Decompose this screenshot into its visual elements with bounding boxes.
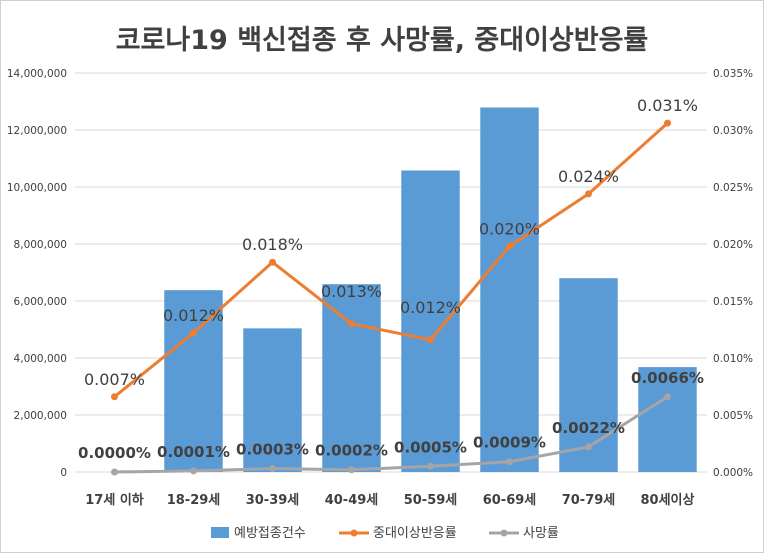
data-label: 0.018% — [242, 235, 303, 254]
data-label: 0.0003% — [236, 441, 309, 459]
point — [664, 119, 671, 127]
data-label: 0.0009% — [473, 434, 546, 452]
data-label: 0.0002% — [315, 442, 388, 460]
y-left-tick-label: 8,000,000 — [14, 239, 67, 251]
y-left-tick-label: 2,000,000 — [14, 410, 67, 422]
point — [269, 465, 276, 473]
data-label: 0.0000% — [78, 444, 151, 462]
x-tick-label: 80세이상 — [641, 492, 695, 508]
legend-marker — [500, 529, 508, 537]
point — [348, 320, 355, 328]
x-tick-label: 40-49세 — [325, 493, 379, 508]
data-label: 0.024% — [558, 167, 619, 186]
y-left-tick-label: 14,000,000 — [7, 68, 67, 80]
point — [664, 393, 671, 401]
point — [427, 462, 434, 470]
axes: 0 0.000% 2,000,000 0.005% 4,000,000 0.010% 6,0… — [7, 68, 753, 508]
data-labels: 0.007% 0.012% 0.018% 0.013% 0.012% 0.020% 0.02… — [78, 96, 704, 462]
x-tick-label: 18-29세 — [167, 493, 221, 508]
bar — [638, 367, 697, 472]
bar — [559, 278, 618, 472]
y-left-tick-label: 0 — [60, 467, 67, 479]
chart-title: 코로나19 백신접종 후 사망률, 중대이상반응률 — [116, 25, 649, 56]
data-label: 0.012% — [400, 298, 461, 317]
point — [269, 258, 276, 266]
bar — [480, 107, 539, 473]
series-line — [114, 395, 669, 474]
y-right-tick-label: 0.035% — [713, 68, 753, 80]
y-left-tick-label: 12,000,000 — [7, 125, 67, 137]
point — [348, 466, 355, 474]
point — [506, 242, 513, 250]
x-tick-label: 30-39세 — [246, 493, 300, 508]
data-label: 0.012% — [163, 306, 224, 325]
legend-label: 사망률 — [523, 526, 559, 541]
legend-label: 예방접종건수 — [234, 526, 306, 541]
line-series — [111, 119, 671, 476]
bar — [243, 328, 302, 472]
legend-swatch — [211, 527, 229, 538]
bar — [401, 170, 460, 472]
y-right-tick-label: 0.005% — [713, 410, 753, 422]
bar — [164, 290, 223, 472]
data-label: 0.007% — [84, 370, 145, 389]
data-label: 0.031% — [637, 96, 698, 115]
y-right-tick-label: 0.025% — [713, 182, 753, 194]
data-label: 0.0005% — [394, 438, 467, 456]
data-label: 0.0022% — [552, 419, 625, 437]
bar — [322, 284, 381, 472]
point — [111, 393, 118, 401]
y-right-tick-label: 0.030% — [713, 125, 753, 137]
y-right-tick-label: 0.000% — [713, 467, 753, 479]
legend-marker — [350, 529, 358, 537]
y-left-tick-label: 4,000,000 — [14, 353, 67, 365]
point — [585, 190, 592, 198]
x-tick-label: 60-69세 — [483, 493, 537, 508]
y-right-tick-label: 0.015% — [713, 296, 753, 308]
point — [506, 458, 513, 466]
point — [585, 443, 592, 451]
legend: 예방접종건수 중대이상반응률 사망률 — [211, 526, 559, 541]
data-label: 0.020% — [479, 219, 540, 238]
point — [190, 329, 197, 337]
legend-label: 중대이상반응률 — [373, 526, 457, 541]
y-right-tick-label: 0.020% — [713, 239, 753, 251]
x-tick-label: 17세 이하 — [85, 492, 144, 508]
bar-series — [164, 107, 697, 473]
x-tick-label: 70-79세 — [562, 493, 616, 508]
point — [111, 468, 118, 476]
y-left-tick-label: 10,000,000 — [7, 182, 67, 194]
y-right-tick-label: 0.010% — [713, 353, 753, 365]
point — [427, 336, 434, 344]
x-tick-label: 50-59세 — [404, 493, 458, 508]
data-label: 0.0066% — [631, 369, 704, 387]
series-line — [113, 122, 669, 398]
point — [190, 467, 197, 475]
data-label: 0.013% — [321, 282, 382, 301]
y-left-tick-label: 6,000,000 — [14, 296, 67, 308]
data-label: 0.0001% — [157, 443, 230, 461]
